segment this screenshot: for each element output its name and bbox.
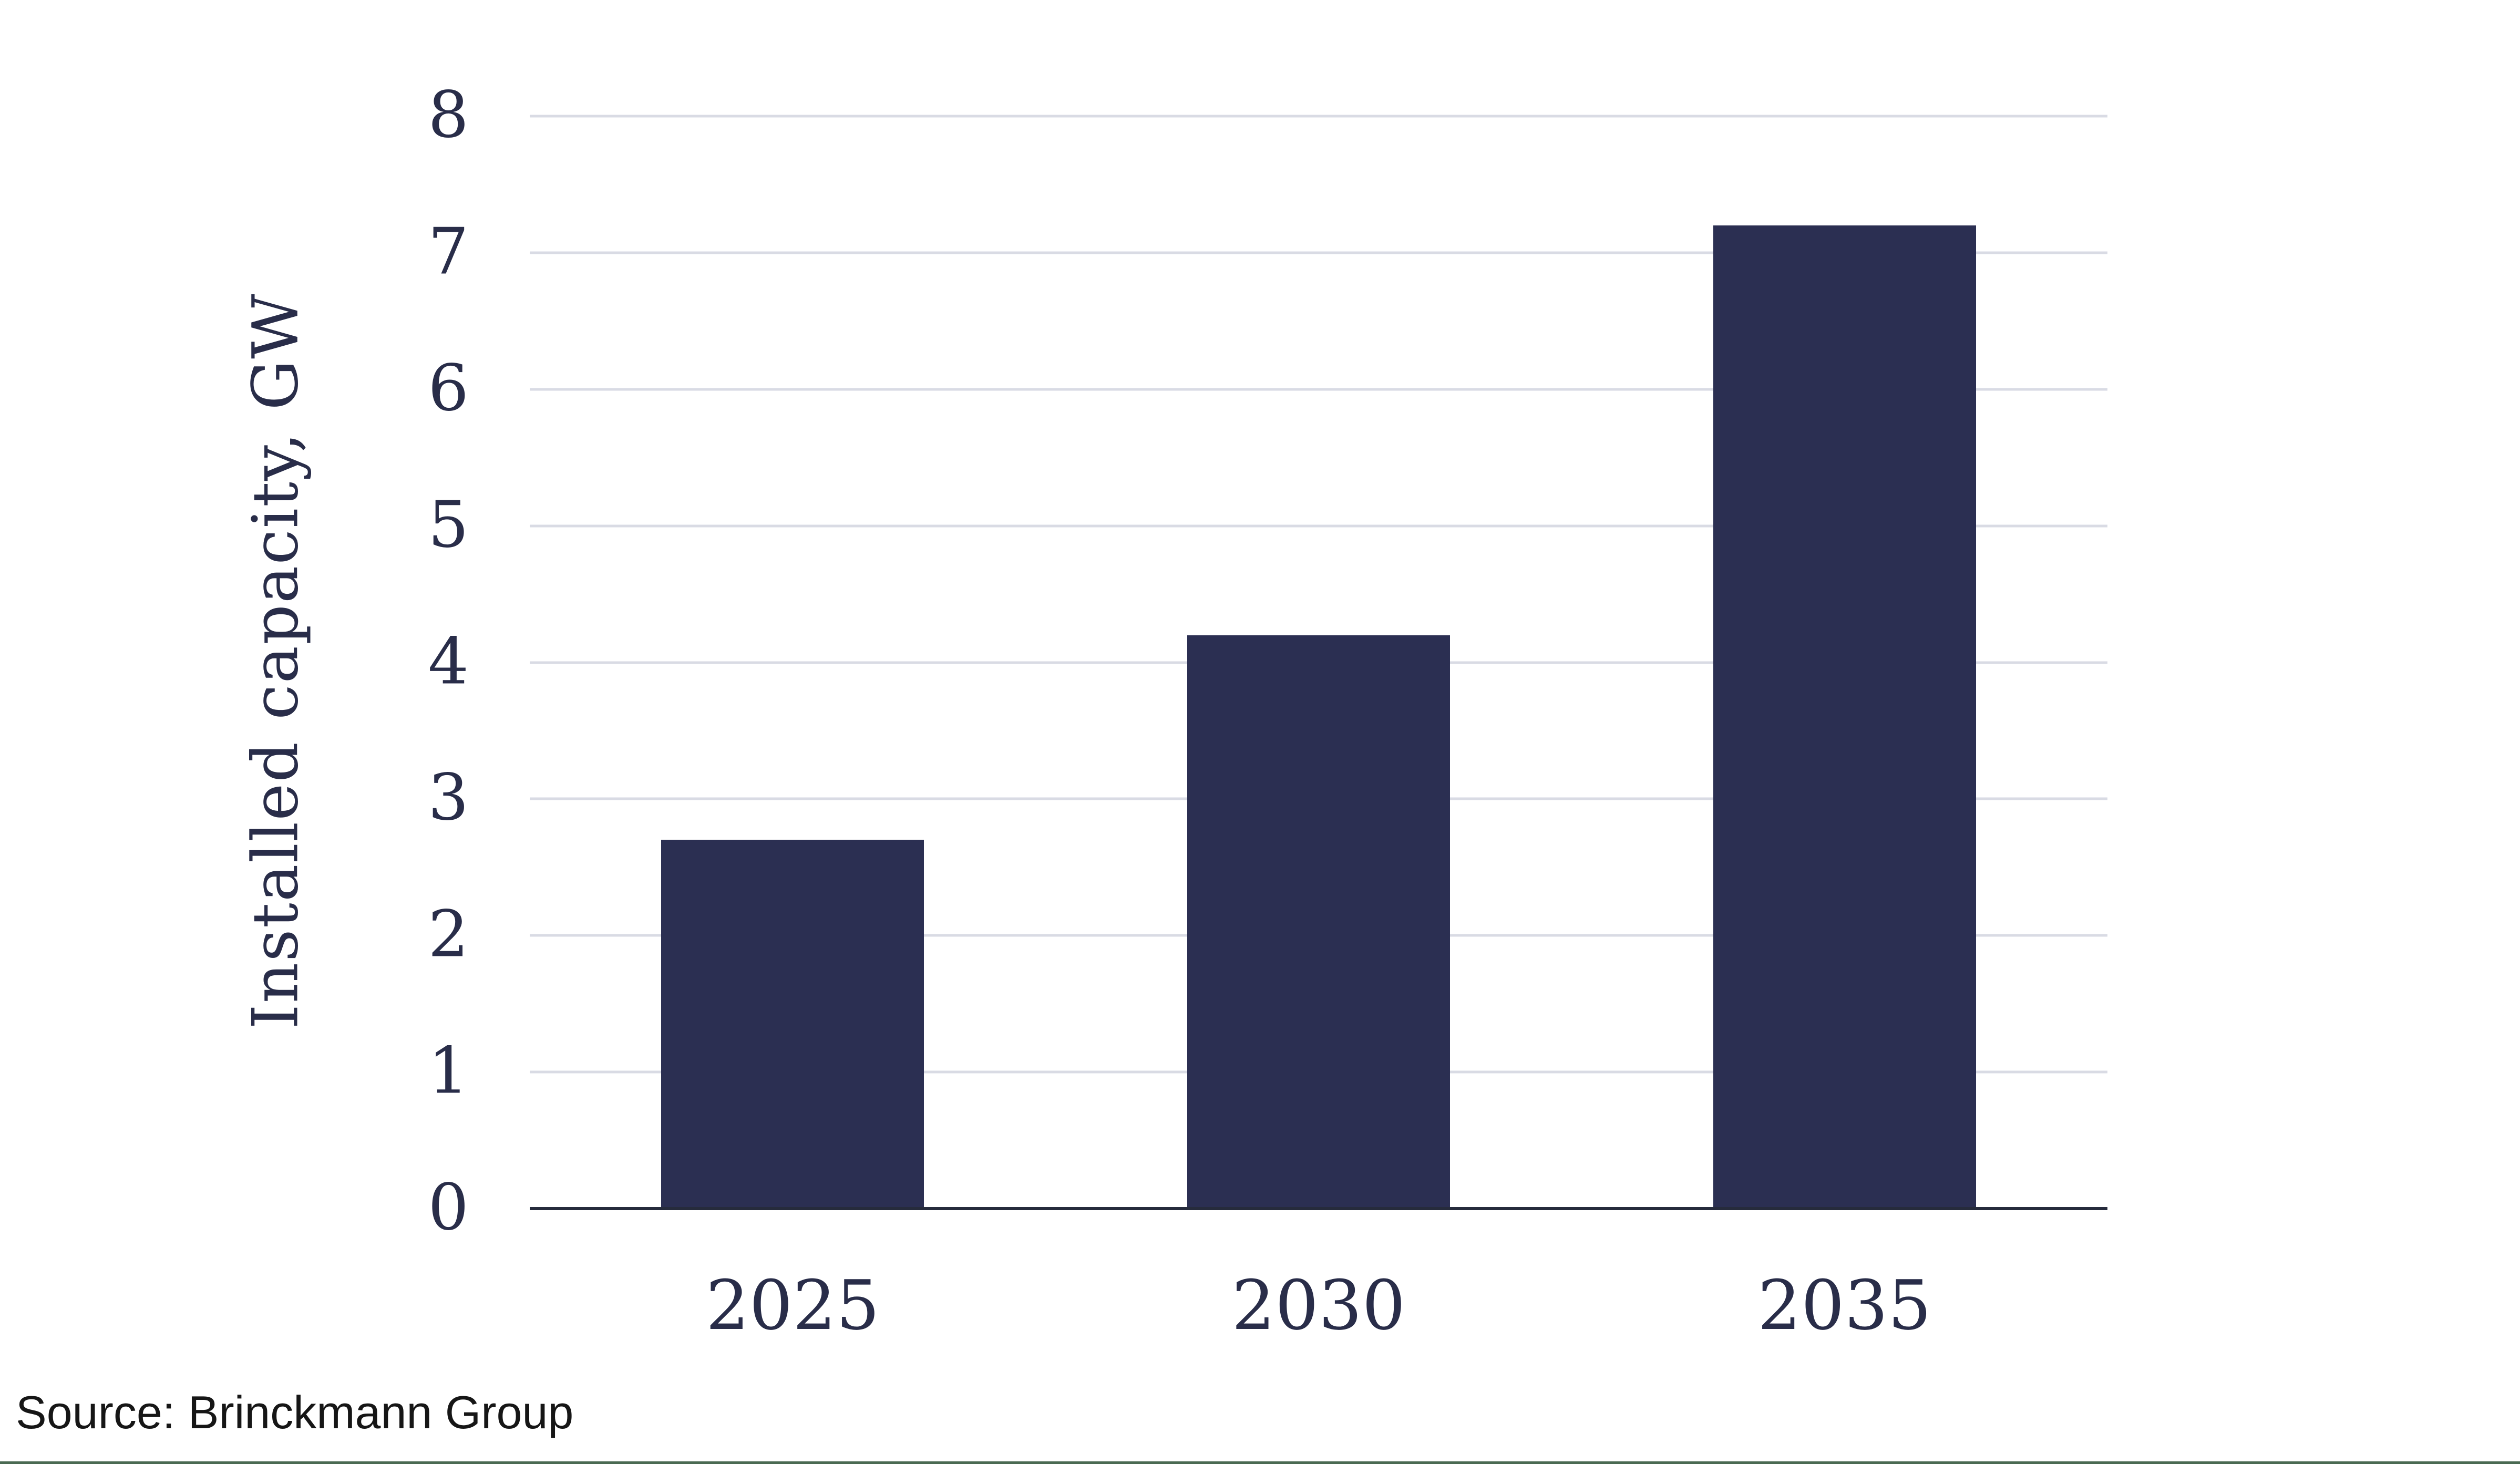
bar-2035	[1713, 225, 1976, 1209]
y-tick-label-2: 2	[428, 896, 469, 972]
y-tick-label-5: 5	[428, 487, 469, 562]
gridline-y5	[530, 524, 2107, 528]
gridline-y8	[530, 115, 2107, 118]
gridline-y6	[530, 388, 2107, 391]
gridline-y7	[530, 251, 2107, 254]
y-tick-label-7: 7	[428, 214, 469, 289]
y-tick-label-1: 1	[428, 1033, 469, 1108]
x-axis-line	[530, 1207, 2107, 1210]
x-axis-labels: 2025 2030 2035	[530, 1263, 2107, 1353]
plot-area	[530, 115, 2107, 1209]
y-tick-label-3: 3	[428, 760, 469, 835]
y-tick-label-4: 4	[428, 624, 469, 699]
x-tick-label-2035: 2035	[1757, 1265, 1932, 1345]
bar-2030	[1187, 635, 1451, 1209]
x-tick-label-2030: 2030	[1231, 1265, 1406, 1345]
source-caption: Source: Brinckmann Group	[16, 1386, 574, 1438]
y-tick-label-6: 6	[428, 350, 469, 426]
y-tick-label-0: 0	[428, 1170, 469, 1245]
x-tick-label-2025: 2025	[705, 1265, 880, 1345]
y-tick-label-8: 8	[428, 77, 469, 152]
bottom-accent-border	[0, 1461, 2520, 1464]
bar-2025	[661, 840, 924, 1209]
